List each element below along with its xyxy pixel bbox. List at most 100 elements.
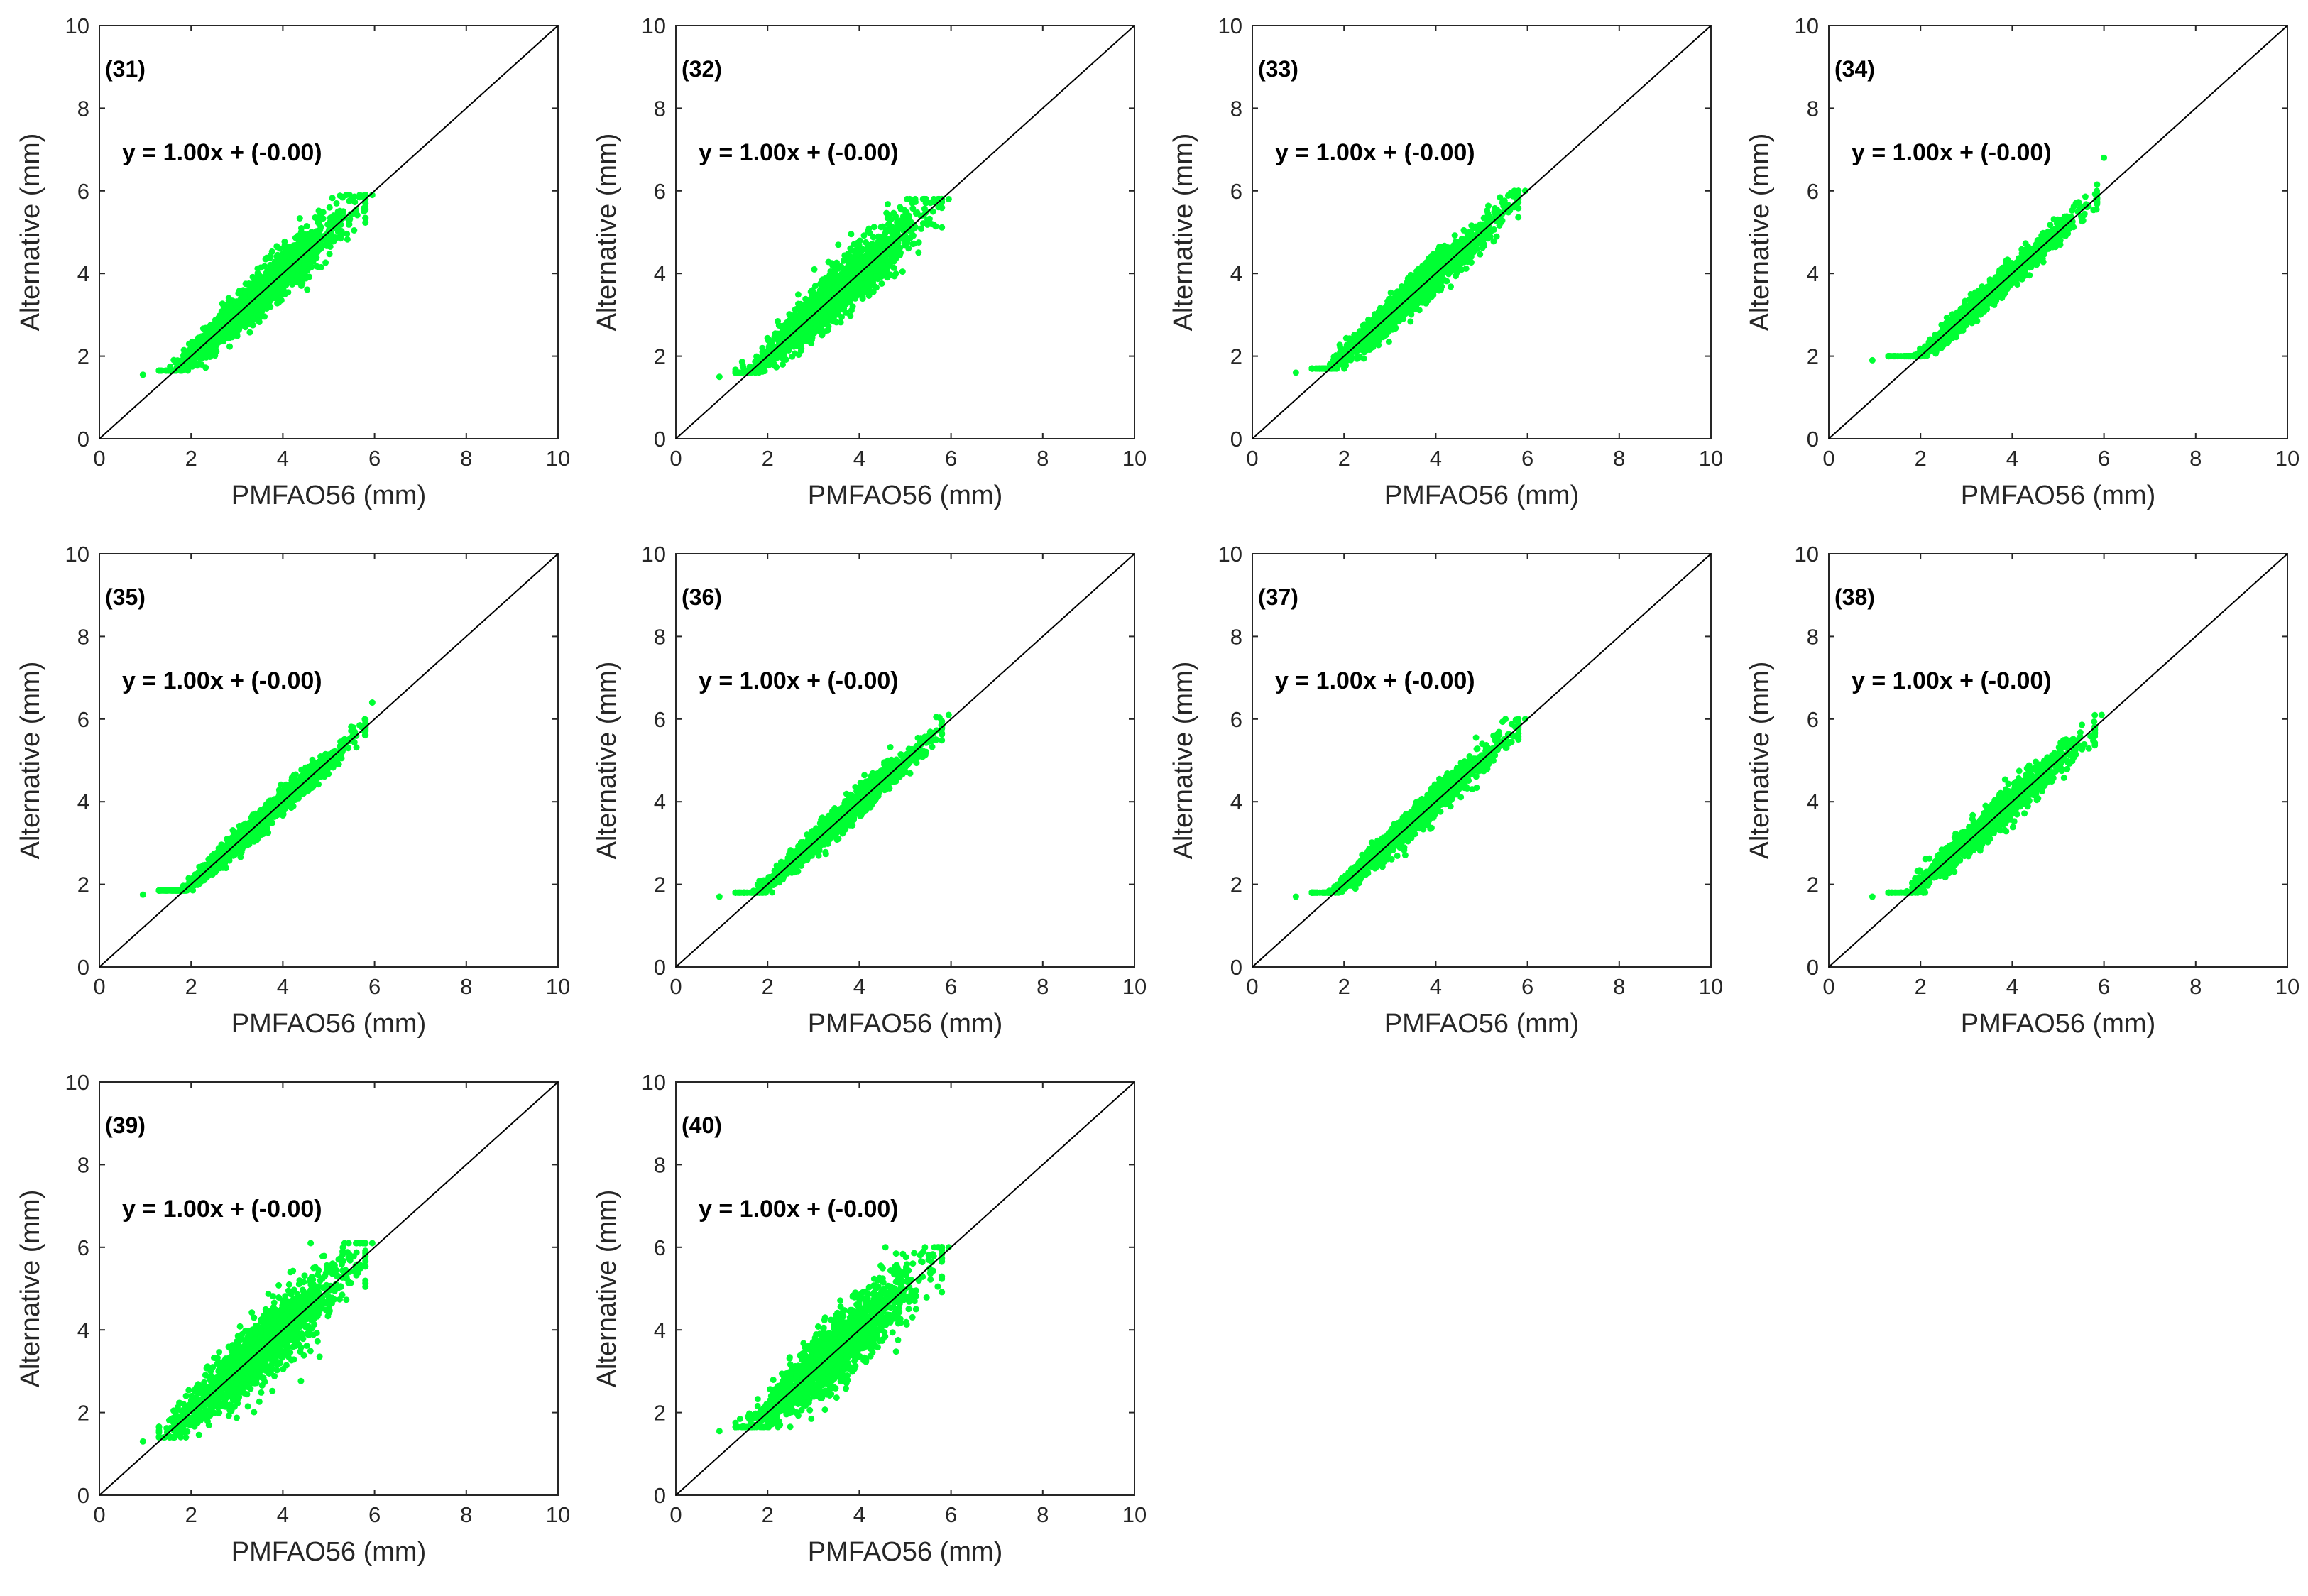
data-point xyxy=(1418,268,1426,275)
data-point xyxy=(1343,341,1350,349)
data-point xyxy=(847,312,854,319)
data-point xyxy=(220,303,227,310)
data-point xyxy=(1402,310,1409,317)
data-point xyxy=(261,313,268,320)
data-point xyxy=(304,286,311,293)
data-point xyxy=(759,344,766,351)
data-point xyxy=(278,297,285,304)
data-point xyxy=(865,245,873,252)
data-point xyxy=(283,247,290,253)
data-point xyxy=(786,311,793,318)
data-point xyxy=(184,364,191,371)
x-tick-label: 8 xyxy=(2189,446,2202,471)
y-tick-label: 8 xyxy=(1807,96,1819,121)
data-point xyxy=(1504,192,1511,199)
data-point xyxy=(302,275,310,282)
data-point xyxy=(303,223,310,229)
data-point xyxy=(716,373,723,381)
data-point xyxy=(1387,305,1394,312)
data-point xyxy=(225,295,232,302)
data-point xyxy=(1421,292,1428,299)
data-point xyxy=(261,298,268,305)
data-point xyxy=(1484,229,1492,236)
data-point xyxy=(167,363,174,370)
data-point xyxy=(208,322,214,329)
data-point xyxy=(1369,336,1376,343)
data-point xyxy=(826,307,833,315)
panel-label: (32) xyxy=(682,56,722,82)
y-tick-label: 10 xyxy=(1218,13,1242,38)
data-point xyxy=(789,353,796,360)
y-tick-label: 8 xyxy=(77,96,89,121)
data-point xyxy=(198,361,205,368)
data-point xyxy=(817,295,824,302)
y-tick-label: 8 xyxy=(1230,96,1242,121)
data-point xyxy=(331,234,338,241)
data-point xyxy=(908,229,915,236)
data-point xyxy=(945,195,952,202)
data-point xyxy=(879,223,886,230)
data-point xyxy=(294,277,301,284)
data-point xyxy=(897,204,904,211)
data-point xyxy=(267,261,274,268)
y-tick-label: 0 xyxy=(1230,427,1242,452)
y-tick-label: 10 xyxy=(1795,13,1819,38)
data-point xyxy=(1359,344,1366,351)
data-point xyxy=(878,280,885,287)
data-point xyxy=(819,276,826,283)
x-tick-label: 6 xyxy=(2098,446,2110,471)
data-point xyxy=(1473,246,1480,253)
data-point xyxy=(732,369,739,376)
data-point xyxy=(267,303,274,310)
data-point xyxy=(1485,202,1492,209)
data-point xyxy=(220,329,227,337)
data-point xyxy=(775,318,781,324)
data-point xyxy=(1515,214,1522,221)
data-point xyxy=(324,240,331,247)
data-point xyxy=(922,200,929,207)
data-point xyxy=(1375,341,1382,349)
data-point xyxy=(333,200,340,207)
data-point xyxy=(1357,354,1364,361)
data-point xyxy=(1388,324,1395,332)
data-point xyxy=(821,308,828,315)
data-point xyxy=(826,290,833,296)
data-point xyxy=(248,306,256,313)
x-tick-label: 8 xyxy=(460,446,472,471)
y-tick-label: 6 xyxy=(654,179,666,204)
data-point xyxy=(1499,198,1506,205)
x-tick-label: 10 xyxy=(1122,446,1147,471)
x-tick-label: 4 xyxy=(853,446,865,471)
data-point xyxy=(298,243,305,250)
data-point xyxy=(1364,322,1372,329)
data-point xyxy=(1292,369,1299,376)
data-point xyxy=(257,264,264,271)
data-point xyxy=(787,316,794,323)
x-tick-label: 0 xyxy=(93,446,105,471)
data-point xyxy=(873,244,880,251)
data-point xyxy=(890,246,897,253)
panel-label: (33) xyxy=(1258,56,1298,82)
data-point xyxy=(305,240,312,247)
data-point xyxy=(337,192,344,200)
data-point xyxy=(189,342,196,349)
x-axis-label: PMFAO56 (mm) xyxy=(1384,481,1579,510)
data-point xyxy=(853,257,860,264)
data-point xyxy=(863,239,870,246)
data-point xyxy=(862,256,869,263)
data-point xyxy=(824,327,831,334)
data-point xyxy=(879,261,886,268)
x-tick-label: 0 xyxy=(1822,446,1834,471)
y-tick-label: 6 xyxy=(1230,179,1242,204)
x-tick-label: 6 xyxy=(368,446,381,471)
data-point xyxy=(1407,318,1414,325)
data-point xyxy=(886,220,892,227)
data-point xyxy=(276,252,283,259)
data-point xyxy=(825,280,832,288)
data-point xyxy=(804,334,810,341)
data-point xyxy=(1435,246,1442,253)
x-axis-label: PMFAO56 (mm) xyxy=(231,481,426,510)
y-tick-label: 4 xyxy=(1807,261,1819,286)
fit-line xyxy=(1252,25,1712,439)
